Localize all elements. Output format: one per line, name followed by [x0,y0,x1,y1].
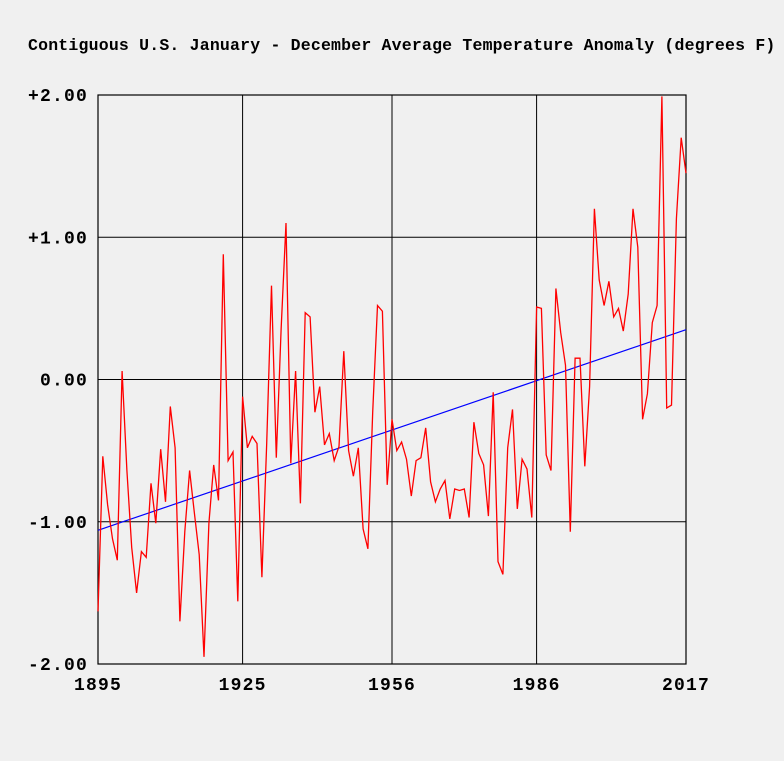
y-axis-tick-label: +1.00 [28,229,88,249]
y-axis-tick-label: -1.00 [28,514,88,534]
chart-title: Contiguous U.S. January - December Avera… [28,36,776,55]
plot-border [97,94,687,665]
y-axis-tick-label: 0.00 [40,372,88,392]
y-axis-tick-label: +2.00 [28,87,88,107]
x-axis-tick-label: 1925 [219,676,267,696]
anomaly-line [97,96,687,657]
trend-line [97,329,687,531]
y-axis-tick-label: -2.00 [28,656,88,676]
x-axis-tick-label: 1986 [513,676,561,696]
x-axis-tick-label: 1956 [368,676,416,696]
x-axis-tick-label: 1895 [74,676,122,696]
x-axis-tick-label: 2017 [662,676,710,696]
